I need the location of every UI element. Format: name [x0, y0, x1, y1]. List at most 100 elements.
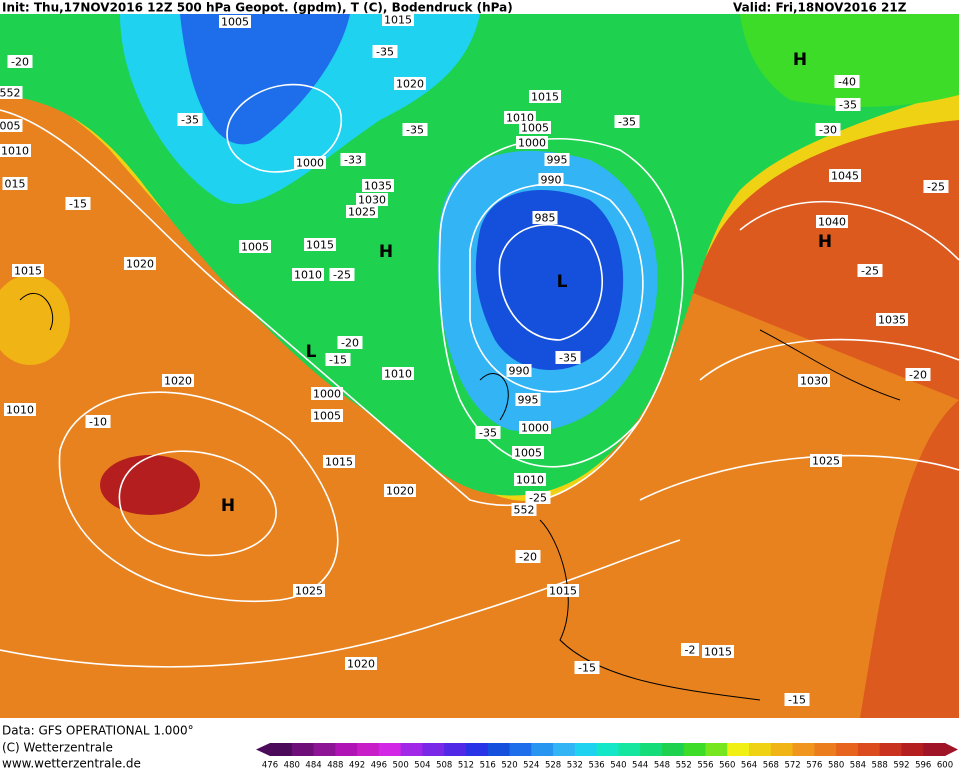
label-box: [294, 156, 326, 169]
colorbar-label: 596: [915, 761, 931, 771]
colorbar-swatch: [618, 743, 641, 756]
label-box: [402, 123, 428, 136]
isoline-label: 1000: [521, 422, 549, 435]
isoline-label: 552: [514, 504, 535, 517]
map: [0, 14, 959, 718]
label-box: [829, 169, 861, 182]
isobar: [639, 200, 959, 501]
colorbar-swatch: [335, 743, 358, 756]
isoline-label: 1020: [386, 485, 414, 498]
label-box: [337, 336, 363, 349]
isoline-label: 1020: [396, 78, 424, 91]
colorbar-label: 532: [567, 761, 583, 771]
label-box: [515, 393, 541, 406]
pressure-center: H: [818, 232, 832, 252]
colorbar-swatch: [465, 743, 489, 756]
label-box: [614, 115, 640, 128]
label-box: [2, 177, 28, 190]
footer-copyright: (C) Wetterzentrale: [2, 741, 113, 755]
isoline-label: 1040: [818, 216, 846, 229]
isobar: [0, 539, 681, 668]
colorbar-swatch: [553, 743, 576, 756]
colorbar-label: 544: [632, 761, 648, 771]
isoline-label: -35: [181, 114, 199, 127]
colorbar-label: 568: [763, 761, 779, 771]
header-bar: [0, 0, 959, 14]
colorbar-label: 500: [393, 761, 409, 771]
isoline-label: 1015: [549, 585, 577, 598]
label-box: [538, 173, 564, 186]
label-box: [12, 264, 44, 277]
isoline-label: 1010: [294, 269, 322, 282]
colorbar-swatch: [422, 743, 445, 756]
colorbar-swatch: [879, 743, 902, 756]
label-box: [923, 180, 949, 193]
label-box: [574, 661, 600, 674]
colorbar-label: 572: [784, 761, 800, 771]
colorbar-label: 508: [436, 761, 452, 771]
colorbar-label: 564: [741, 761, 757, 771]
isoline-label: 990: [541, 174, 562, 187]
isoline-label: -35: [376, 46, 394, 59]
colorbar-label: 516: [480, 761, 496, 771]
isoline-label: 1045: [831, 170, 859, 183]
isoline-label: 1010: [516, 474, 544, 487]
label-box: [532, 211, 558, 224]
isoline-label: 1030: [358, 194, 386, 207]
colorbar-label: 536: [588, 761, 604, 771]
label-box: [876, 313, 908, 326]
label-box: [681, 643, 699, 656]
footer-data: Data: GFS OPERATIONAL 1.000°: [2, 724, 194, 738]
label-box: [293, 584, 325, 597]
label-box: [835, 98, 861, 111]
isoline-label: 1020: [164, 375, 192, 388]
header-valid: Valid: Fri,18NOV2016 21Z: [733, 1, 907, 15]
label-box: [516, 136, 548, 149]
isoline-label: -25: [529, 492, 547, 505]
label-box: [356, 193, 388, 206]
isoline-label: 1015: [704, 646, 732, 659]
isoline-label: -15: [329, 354, 347, 367]
isoline-label: -25: [927, 181, 945, 194]
label-box: [177, 113, 203, 126]
label-box: [340, 153, 366, 166]
label-box: [0, 119, 23, 132]
label-box: [311, 387, 343, 400]
colorbar-label: 512: [458, 761, 474, 771]
isoline-label: 1000: [296, 157, 324, 170]
colorbar-label: 548: [654, 761, 670, 771]
header-init: Init: Thu,17NOV2016 12Z 500 hPa Geopot. …: [2, 1, 513, 15]
colorbar-swatch: [705, 743, 728, 756]
label-box: [362, 179, 394, 192]
isoline-label: 1035: [878, 314, 906, 327]
label-box: [555, 351, 581, 364]
isoline-label: 1010: [384, 368, 412, 381]
label-box: [346, 205, 378, 218]
label-box: [529, 90, 561, 103]
isoline-label: 552: [0, 87, 21, 100]
label-box: [219, 15, 251, 28]
isoline-label: -15: [578, 662, 596, 675]
label-box: [784, 693, 810, 706]
isoline-label: 1035: [364, 180, 392, 193]
isoline-label: -35: [839, 99, 857, 112]
isoline-label: -10: [89, 416, 107, 429]
isoline-label: -20: [341, 337, 359, 350]
isoline-label: 1025: [812, 455, 840, 468]
isoline-label: 1005: [521, 122, 549, 135]
colorbar-label: 576: [806, 761, 822, 771]
colorbar-end: [256, 743, 270, 756]
label-box: [65, 197, 91, 210]
colorbar-swatch: [727, 743, 750, 756]
colorbar-label: 480: [284, 761, 300, 771]
colorbar-swatch: [640, 743, 663, 756]
colorbar-swatch: [574, 743, 598, 756]
colorbar-label: 520: [501, 761, 517, 771]
label-box: [382, 13, 414, 26]
colorbar-label: 552: [676, 761, 692, 771]
label-box: [382, 367, 414, 380]
isoline-label: -35: [479, 427, 497, 440]
pressure-center: L: [306, 342, 317, 362]
colorbar-label: 540: [610, 761, 626, 771]
pressure-center: H: [221, 496, 235, 516]
